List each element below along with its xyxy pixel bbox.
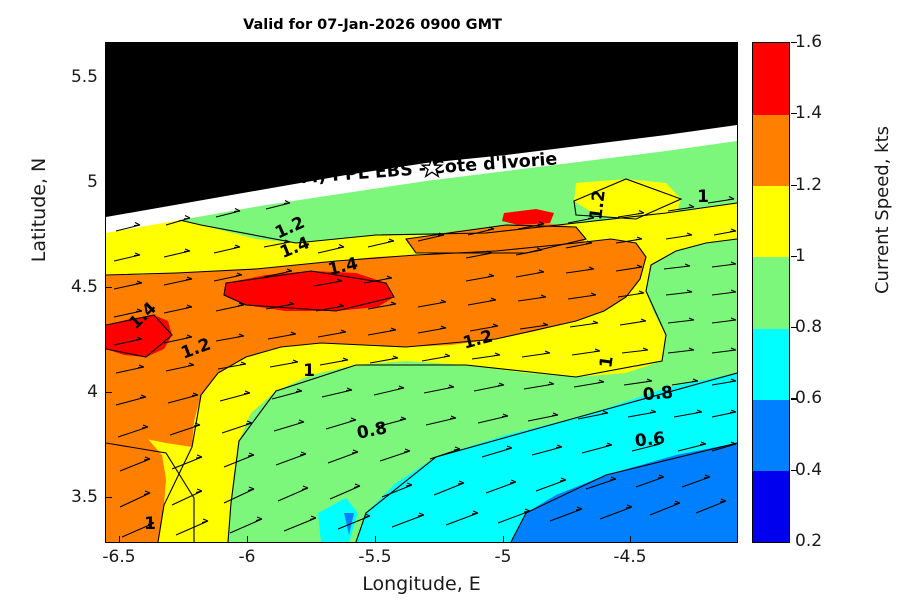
colorbar-tick-mark	[791, 42, 797, 44]
colorbar-segment	[753, 256, 789, 329]
x-tick-label: -6.5	[102, 547, 136, 567]
x-tick-mark	[630, 536, 632, 543]
x-tick-label: -5.5	[358, 547, 392, 567]
contour-label: 0.8	[642, 382, 674, 406]
colorbar-segment	[753, 114, 789, 187]
colorbar-tick-mark	[791, 255, 797, 258]
x-tick-mark	[375, 536, 377, 543]
y-tick-mark	[105, 287, 112, 289]
y-tick-mark	[105, 77, 112, 79]
colorbar-segment	[753, 185, 789, 258]
y-tick-label: 5.5	[70, 67, 98, 87]
x-tick-mark	[247, 536, 249, 543]
y-tick-mark	[105, 497, 112, 499]
y-tick-label: 5	[87, 172, 98, 192]
x-tick-label: -6	[238, 547, 256, 567]
colorbar-tick-mark	[791, 469, 797, 471]
x-axis-label: Longitude, E	[362, 573, 481, 595]
contour-label: 1	[303, 361, 315, 381]
colorbar-tick-label: 0.6	[795, 388, 823, 409]
colorbar-tick-label: 0.8	[795, 317, 823, 338]
y-tick-label: 4.5	[70, 277, 98, 297]
y-tick-mark	[105, 392, 112, 394]
contour-label: 1.2	[586, 188, 610, 222]
colorbar-tick-label: 0.2	[795, 531, 823, 551]
colorbar-segment	[753, 328, 789, 401]
y-tick-label: 4	[87, 382, 98, 402]
y-axis-label: Latitude, N	[28, 157, 50, 263]
colorbar-tick-label: 0.4	[795, 459, 823, 480]
colorbar-segment	[753, 399, 789, 472]
colorbar-tick-mark	[791, 184, 797, 186]
colorbar-tick-mark	[791, 113, 797, 115]
colorbar-tick-label: 1.4	[795, 103, 823, 124]
colorbar-segment	[753, 470, 789, 542]
current-speed-contour-map	[106, 43, 737, 542]
y-tick-mark	[105, 182, 112, 184]
colorbar-tick-mark	[791, 327, 797, 329]
site-star-marker[interactable]	[420, 156, 444, 180]
x-tick-label: -5	[494, 547, 512, 567]
current-vector-arrows	[113, 196, 737, 538]
y-tick-label: 3.5	[70, 487, 98, 507]
contour-label: 1	[144, 514, 156, 534]
map-plot-area[interactable]: (ONHYM) PPL EBS - Cote d'Ivorie	[105, 42, 738, 543]
colorbar[interactable]	[752, 42, 790, 543]
contour-label: 0.6	[633, 428, 667, 452]
colorbar-tick-label: 1.6	[795, 32, 823, 52]
colorbar-tick-label: 1.2	[795, 174, 823, 195]
x-tick-label: -4.5	[613, 547, 647, 567]
colorbar-tick-label: 1	[795, 245, 806, 266]
colorbar-label: Current Speed, kts	[872, 125, 893, 295]
colorbar-tick-mark	[791, 398, 797, 400]
contour-label: 1	[697, 187, 709, 207]
x-tick-mark	[119, 536, 121, 543]
colorbar-segment	[753, 43, 789, 115]
x-tick-mark	[503, 536, 505, 543]
page-title: Valid for 07-Jan-2026 0900 GMT	[243, 17, 502, 33]
